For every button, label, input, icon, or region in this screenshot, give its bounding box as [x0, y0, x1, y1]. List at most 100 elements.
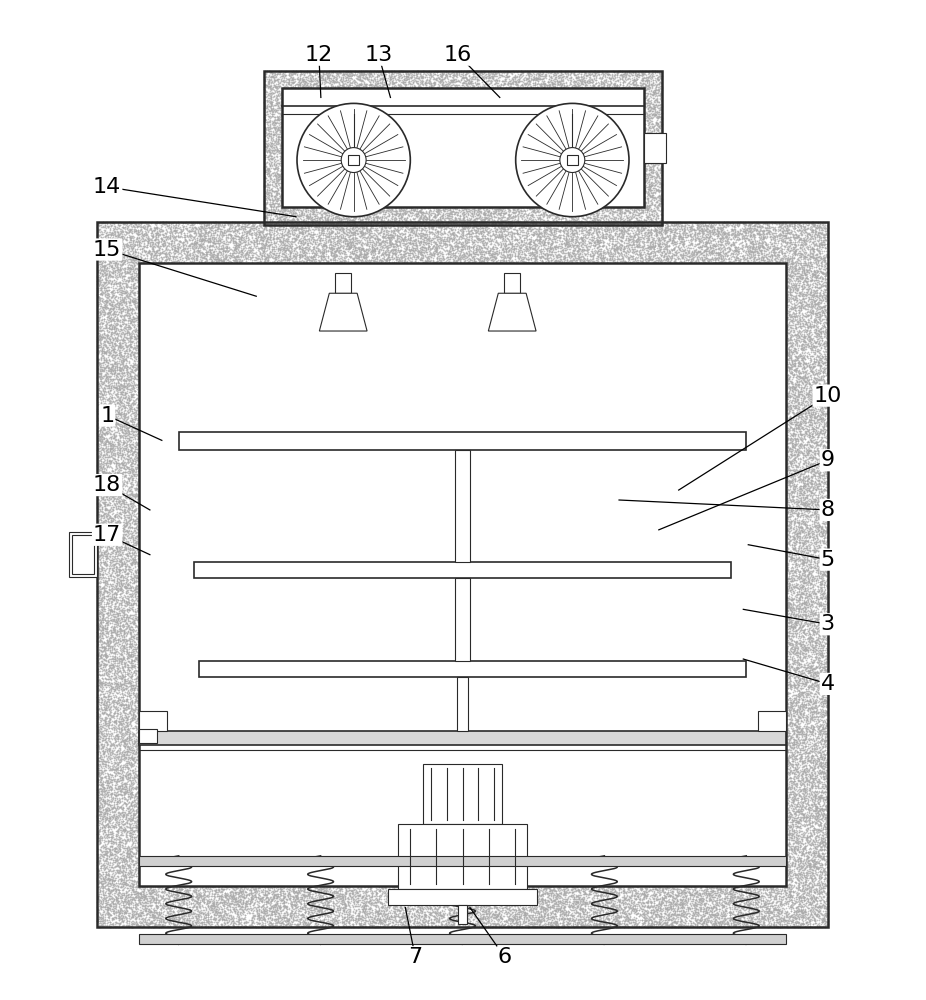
- Point: [813, 816, 828, 832]
- Point: [650, 882, 665, 898]
- Point: [318, 880, 332, 896]
- Point: [471, 238, 486, 254]
- Point: [106, 304, 121, 320]
- Point: [113, 643, 128, 659]
- Point: [820, 801, 834, 817]
- Point: [794, 864, 808, 880]
- Point: [802, 411, 817, 427]
- Point: [681, 244, 695, 260]
- Point: [246, 895, 261, 911]
- Point: [379, 883, 394, 899]
- Point: [539, 245, 554, 261]
- Point: [178, 905, 193, 921]
- Point: [321, 892, 336, 908]
- Point: [808, 784, 823, 800]
- Point: [432, 918, 447, 934]
- Point: [221, 894, 236, 910]
- Point: [637, 122, 652, 138]
- Point: [712, 887, 727, 903]
- Point: [419, 878, 433, 894]
- Point: [486, 63, 501, 79]
- Point: [803, 673, 818, 689]
- Point: [356, 205, 370, 221]
- Point: [256, 908, 270, 924]
- Point: [664, 883, 679, 899]
- Point: [350, 68, 365, 84]
- Point: [209, 233, 224, 249]
- Point: [95, 429, 110, 445]
- Point: [806, 858, 820, 874]
- Point: [131, 553, 146, 569]
- Point: [95, 599, 110, 615]
- Point: [798, 639, 813, 655]
- Point: [761, 919, 776, 935]
- Point: [370, 919, 385, 935]
- Point: [118, 518, 132, 534]
- Point: [432, 907, 447, 923]
- Point: [459, 229, 474, 245]
- Point: [652, 78, 667, 94]
- Point: [331, 220, 345, 236]
- Point: [625, 74, 640, 90]
- Point: [180, 248, 194, 264]
- Point: [233, 231, 248, 247]
- Point: [732, 887, 747, 903]
- Point: [92, 430, 106, 446]
- Point: [668, 217, 682, 233]
- Point: [651, 69, 666, 85]
- Point: [269, 251, 283, 267]
- Point: [624, 241, 639, 257]
- Point: [113, 487, 128, 503]
- Point: [789, 803, 804, 819]
- Point: [781, 590, 795, 606]
- Point: [533, 211, 548, 227]
- Point: [104, 356, 119, 372]
- Point: [553, 890, 568, 906]
- Point: [703, 909, 718, 925]
- Point: [126, 630, 141, 646]
- Point: [93, 697, 107, 713]
- Point: [116, 712, 131, 728]
- Point: [112, 476, 127, 492]
- Point: [619, 908, 634, 924]
- Point: [791, 228, 806, 244]
- Point: [768, 250, 782, 266]
- Point: [126, 712, 141, 728]
- Point: [332, 900, 347, 916]
- Point: [797, 329, 812, 345]
- Point: [128, 734, 143, 750]
- Point: [115, 356, 130, 372]
- Point: [815, 413, 830, 429]
- Point: [674, 231, 689, 247]
- Point: [106, 571, 121, 587]
- Point: [740, 918, 755, 934]
- Point: [268, 243, 282, 259]
- Point: [807, 359, 822, 375]
- Point: [782, 552, 796, 568]
- Point: [541, 240, 556, 256]
- Point: [369, 216, 384, 232]
- Point: [117, 569, 131, 585]
- Point: [130, 887, 144, 903]
- Point: [490, 243, 505, 259]
- Point: [121, 224, 136, 240]
- Point: [795, 287, 809, 303]
- Point: [197, 255, 212, 271]
- Point: [182, 236, 197, 252]
- Point: [632, 914, 646, 930]
- Point: [405, 218, 419, 234]
- Point: [740, 906, 755, 922]
- Point: [100, 573, 115, 589]
- Point: [557, 214, 572, 230]
- Point: [789, 251, 804, 267]
- Point: [203, 249, 218, 265]
- Point: [462, 886, 477, 902]
- Point: [642, 249, 657, 265]
- Point: [106, 632, 120, 648]
- Point: [104, 829, 119, 845]
- Point: [206, 232, 220, 248]
- Point: [194, 233, 208, 249]
- Point: [307, 883, 321, 899]
- Point: [229, 890, 244, 906]
- Point: [341, 248, 356, 264]
